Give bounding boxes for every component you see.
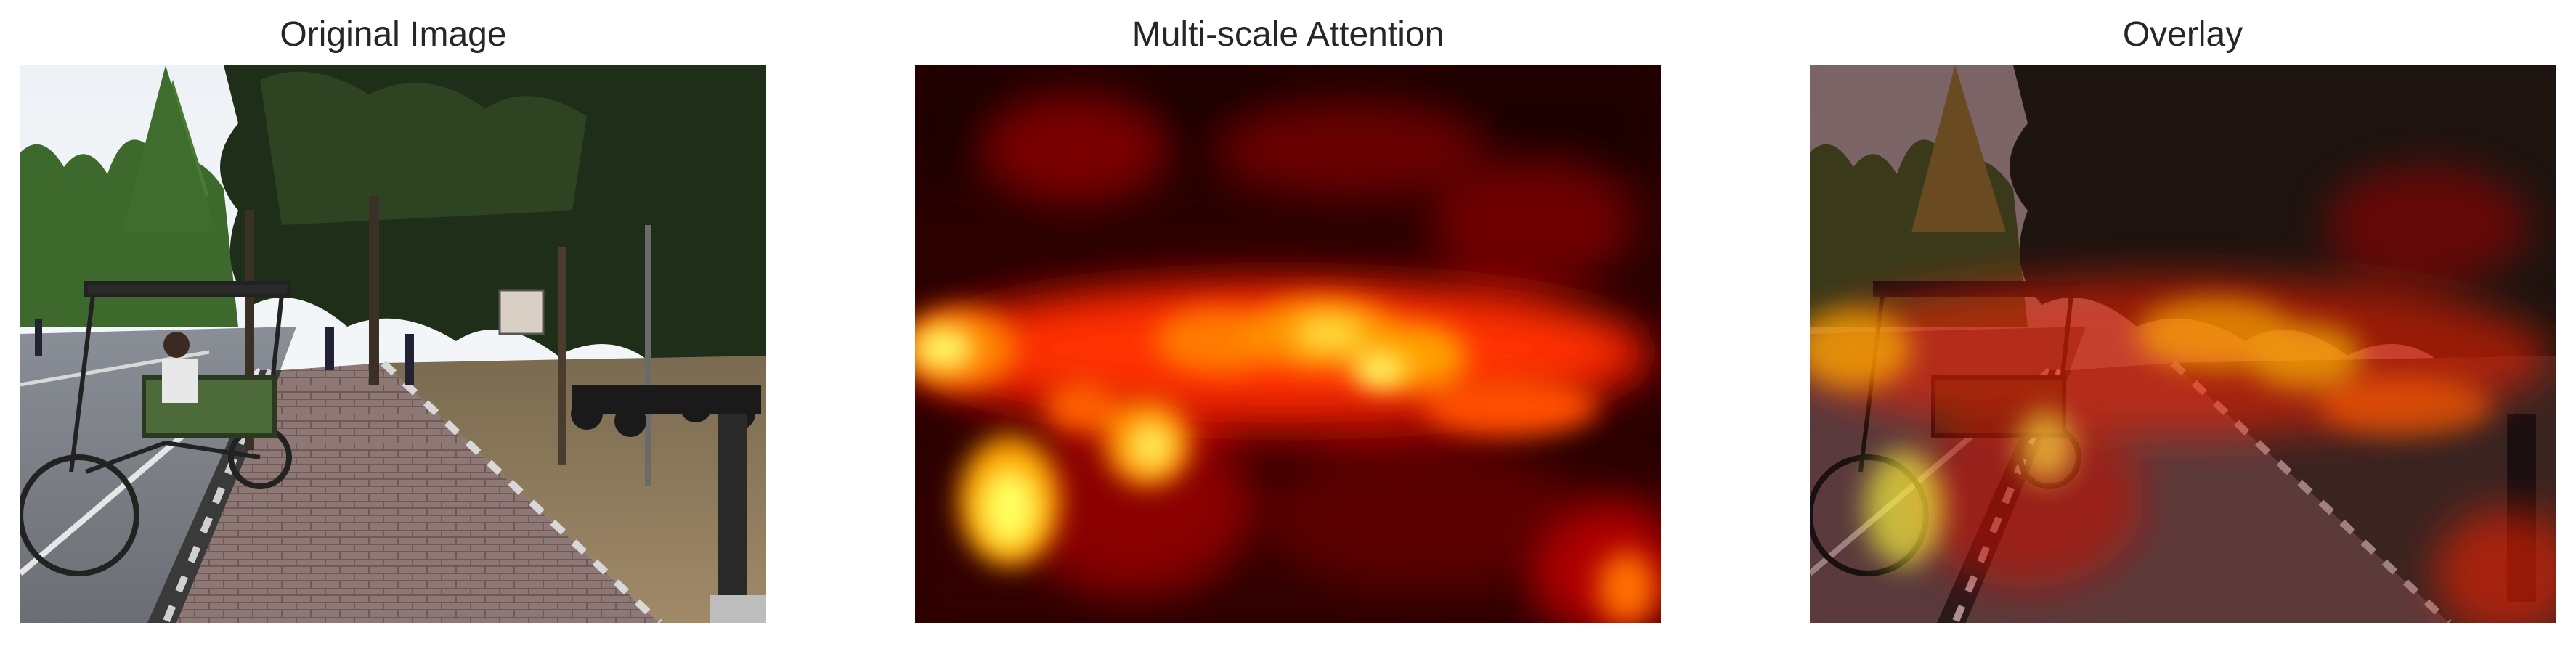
original-photo (20, 65, 766, 623)
panel-original-image: Original Image (20, 0, 766, 646)
panel-title: Original Image (280, 15, 507, 54)
panel-overlay: Overlay (1810, 0, 2556, 646)
street-scene-photo (20, 65, 766, 623)
rickshaw (20, 281, 292, 576)
overlay-image (1810, 65, 2556, 623)
overlay-graphic (1810, 65, 2556, 623)
panel-title: Multi-scale Attention (1131, 15, 1445, 54)
panel-title: Overlay (2122, 15, 2243, 54)
attention-heatmap (915, 65, 1661, 623)
panel-attention-map: Multi-scale Attention (915, 0, 1661, 646)
attention-heatmap-graphic (915, 65, 1661, 623)
